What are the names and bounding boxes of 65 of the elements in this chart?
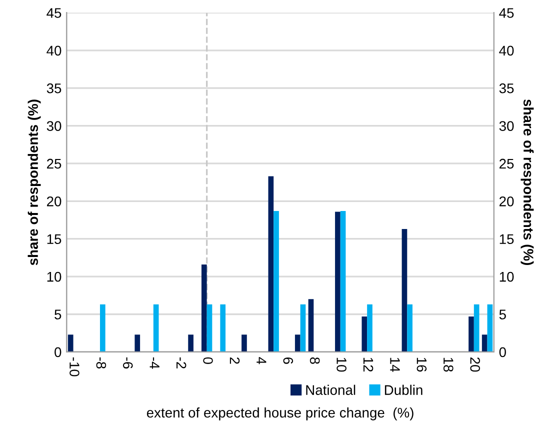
bar: [134, 334, 140, 352]
y2-tick-label: 35: [499, 83, 514, 94]
bar: [220, 304, 226, 352]
bar: [68, 334, 74, 352]
x-tick-label: 2: [230, 357, 240, 364]
bar: [201, 264, 207, 352]
x-tick-label: -6: [122, 357, 133, 369]
bar: [294, 334, 300, 352]
bar: [362, 316, 368, 352]
bar: [468, 316, 474, 352]
y2-tick-label: 15: [500, 234, 514, 244]
x-tick-label: -2: [176, 357, 186, 368]
y-tick-label: 5: [54, 310, 62, 320]
bar: [367, 304, 372, 352]
x-tick-label: -10: [70, 357, 80, 376]
bar: [100, 304, 106, 352]
y-tick-label: 20: [46, 196, 62, 206]
x-tick-label: 0: [203, 357, 213, 364]
y-tick-label: 10: [47, 272, 62, 282]
x-tick-label: 14: [390, 358, 400, 372]
bar: [402, 229, 408, 352]
y2-tick-label: 25: [500, 158, 514, 169]
bar: [482, 334, 488, 352]
legend-label: Dublin: [384, 384, 422, 395]
y-axis-title: share of respondents (%): [28, 100, 41, 266]
y2-tick-label: 10: [500, 272, 514, 282]
y-tick-label: 30: [46, 121, 62, 131]
y-tick-label: 0: [54, 347, 62, 358]
y2-tick-label: 45: [499, 8, 514, 18]
x-tick-label: -4: [150, 357, 160, 369]
x-tick-label: 20: [470, 357, 480, 372]
x-tick-label: 18: [443, 358, 454, 372]
y-tick-label: 15: [47, 234, 62, 244]
y2-tick-label: 0: [499, 347, 506, 358]
x-tick-label: 6: [283, 357, 294, 364]
x-tick-label: 4: [256, 357, 266, 364]
y2-tick-label: 20: [500, 196, 514, 206]
bar: [274, 210, 279, 352]
bar: [206, 304, 212, 352]
bar: [335, 212, 340, 352]
bar: [407, 304, 412, 352]
bar: [474, 304, 480, 352]
y-tick-label: 25: [46, 158, 62, 169]
bar: [308, 299, 314, 352]
y2-tick-label: 30: [499, 121, 514, 131]
x-tick-label: 10: [336, 358, 346, 372]
y-tick-label: 40: [46, 46, 62, 56]
bar: [153, 304, 159, 352]
x-tick-label: 12: [363, 358, 374, 372]
bar: [487, 304, 493, 352]
bar: [300, 304, 306, 352]
x-tick-label: 16: [416, 358, 427, 372]
x-axis-title: extent of expected house price change (%): [146, 407, 414, 420]
y-tick-label: 35: [46, 83, 62, 94]
y2-tick-label: 5: [499, 310, 506, 320]
y2-tick-label: 40: [499, 46, 514, 56]
y-tick-label: 45: [46, 8, 62, 18]
bar: [268, 176, 274, 352]
y2-axis-title: share of respondents (%): [520, 99, 534, 265]
bar: [188, 334, 194, 352]
legend-label: National: [306, 384, 356, 395]
x-tick-label: 8: [310, 357, 320, 364]
x-tick-label: -8: [96, 357, 106, 369]
bar: [242, 334, 247, 352]
bar: [340, 210, 346, 352]
